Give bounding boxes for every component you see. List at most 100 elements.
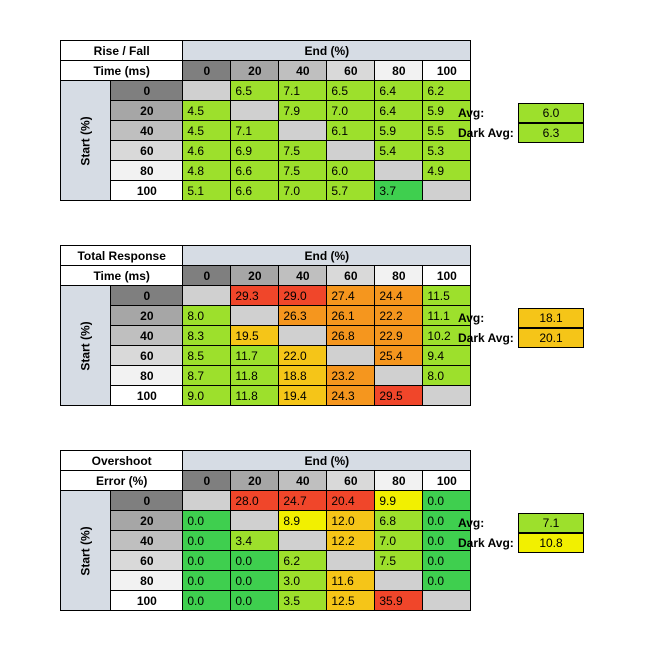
table-row: 60 4.6 6.9 7.5 5.4 5.3 [61,140,472,161]
row-header: 20 [110,100,184,121]
value-cell: 19.5 [230,325,280,346]
column-header: 60 [326,60,376,81]
column-header: 40 [278,60,328,81]
table-row: 20 8.0 26.3 26.1 22.2 11.1 [61,305,472,326]
table-row: 100 9.0 11.8 19.4 24.3 29.5 [61,385,472,406]
value-cell: 5.4 [374,140,424,161]
table-row: 20 4.5 7.9 7.0 6.4 5.9 [61,100,472,121]
value-cell: 0.0 [422,550,472,571]
value-cell: 6.2 [278,550,328,571]
row-header: 60 [110,345,184,366]
row-header: 0 [110,490,184,511]
row-header: 40 [110,530,184,551]
value-cell: 12.0 [326,510,376,531]
value-cell [182,80,232,101]
value-cell: 25.4 [374,345,424,366]
column-header: 80 [374,470,424,491]
value-cell: 29.0 [278,285,328,306]
column-header: 40 [278,470,328,491]
value-cell: 10.2 [422,325,472,346]
value-cell: 0.0 [422,490,472,511]
value-cell [422,385,472,406]
averages-panel: Avg: 18.1 Dark Avg: 20.1 [458,308,588,352]
value-cell: 6.8 [374,510,424,531]
start-header: Start (%) [59,490,112,611]
value-cell: 4.5 [182,120,232,141]
value-cell: 8.3 [182,325,232,346]
avg-label: Avg: [458,516,485,530]
value-cell [422,590,472,611]
value-cell: 6.2 [422,80,472,101]
table-row: 80 8.7 11.8 18.8 23.2 8.0 [61,365,472,386]
heatmap-table: Total Response End (%) Time (ms) 0 20 40 60 80 1… [59,245,472,406]
row-header: 40 [110,120,184,141]
heatmap-table: Rise / Fall End (%) Time (ms) 0 20 40 60 80 100 S… [59,40,472,201]
row-header: 80 [110,365,184,386]
table-row: 40 4.5 7.1 6.1 5.9 5.5 [61,120,472,141]
value-cell: 0.0 [422,510,472,531]
value-cell [278,120,328,141]
row-header: 60 [110,140,184,161]
value-cell: 7.0 [374,530,424,551]
value-cell: 0.0 [422,530,472,551]
column-header: 80 [374,265,424,286]
value-cell: 0.0 [182,530,232,551]
value-cell: 6.0 [326,160,376,181]
value-cell: 29.3 [230,285,280,306]
value-cell [374,365,424,386]
row-header: 0 [110,285,184,306]
column-header: 100 [422,265,472,286]
value-cell: 7.0 [278,180,328,201]
value-cell: 8.9 [278,510,328,531]
value-cell: 11.1 [422,305,472,326]
value-cell [182,490,232,511]
table-title-line: Error (%) [96,473,148,488]
value-cell: 22.0 [278,345,328,366]
avg-label: Avg: [458,311,485,325]
value-cell: 6.6 [230,180,280,201]
value-cell: 18.8 [278,365,328,386]
table-row: 100 5.1 6.6 7.0 5.7 3.7 [61,180,472,201]
value-cell: 7.0 [326,100,376,121]
column-header: 0 [182,60,232,81]
heatmap-table: Overshoot End (%) Error (%) 0 20 40 60 80 100 Sta… [59,450,472,611]
table-title-line: Total Response [77,248,166,263]
value-cell [422,180,472,201]
table-title: Rise / Fall [59,40,184,61]
table-row: 60 0.0 0.0 6.2 7.5 0.0 [61,550,472,571]
value-cell: 3.4 [230,530,280,551]
value-cell: 7.5 [278,160,328,181]
avg-value: 6.0 [518,103,584,123]
dark-avg-label: Dark Avg: [458,331,514,345]
table-title: Time (ms) [59,265,184,286]
start-header: Start (%) [59,80,112,201]
row-header: 100 [110,180,184,201]
value-cell: 5.7 [326,180,376,201]
value-cell: 24.7 [278,490,328,511]
row-header: 60 [110,550,184,571]
start-header: Start (%) [59,285,112,406]
value-cell: 26.3 [278,305,328,326]
table-row: 80 0.0 0.0 3.0 11.6 0.0 [61,570,472,591]
value-cell: 6.6 [230,160,280,181]
value-cell: 26.8 [326,325,376,346]
averages-panel: Avg: 6.0 Dark Avg: 6.3 [458,103,588,147]
value-cell: 12.5 [326,590,376,611]
value-cell: 7.5 [374,550,424,571]
column-header: 60 [326,265,376,286]
dark-avg-label: Dark Avg: [458,536,514,550]
table-row: Start (%) 0 6.5 7.1 6.5 6.4 6.2 [59,80,472,201]
value-cell [278,530,328,551]
value-cell: 12.2 [326,530,376,551]
value-cell: 24.3 [326,385,376,406]
value-cell: 6.5 [326,80,376,101]
value-cell: 6.1 [326,120,376,141]
start-header-label: Start (%) [78,525,93,576]
avg-value: 7.1 [518,513,584,533]
value-cell: 6.4 [374,80,424,101]
value-cell [374,160,424,181]
end-header: End (%) [182,40,472,61]
value-cell: 3.0 [278,570,328,591]
column-header: 20 [230,470,280,491]
row-header: 80 [110,160,184,181]
